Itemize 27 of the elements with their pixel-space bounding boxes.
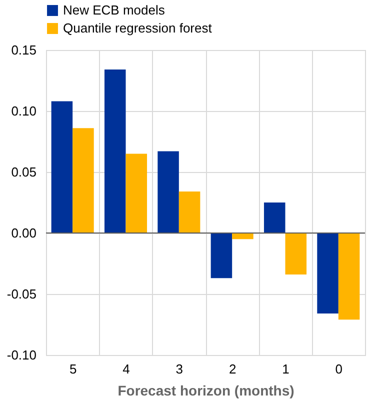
legend-label: Quantile regression forest: [63, 20, 212, 36]
bar: [264, 202, 286, 233]
x-tick-label: 0: [335, 362, 343, 376]
bar: [72, 128, 94, 233]
bar: [51, 101, 73, 233]
bar: [178, 192, 200, 233]
bar: [317, 233, 338, 314]
x-tick-label: 3: [176, 362, 184, 376]
y-tick-label: 0.00: [11, 226, 36, 240]
y-tick-label: -0.10: [6, 348, 36, 362]
y-tick-label: 0.05: [11, 164, 36, 180]
bar: [158, 151, 179, 233]
x-tick-label: 4: [122, 362, 130, 376]
y-tick-label: 0.10: [11, 104, 36, 118]
bar: [338, 233, 360, 320]
bar: [126, 154, 148, 233]
y-tick-label: -0.05: [6, 286, 36, 302]
x-tick-label: 5: [69, 362, 77, 376]
bar: [104, 70, 126, 233]
x-axis-title: Forecast horizon (months): [118, 382, 294, 398]
legend-label: New ECB models: [63, 2, 166, 18]
bar: [210, 233, 232, 278]
bar: [232, 233, 254, 240]
x-tick-label: 2: [228, 362, 236, 376]
x-tick-label: 1: [282, 362, 290, 376]
y-tick-label: 0.15: [11, 42, 36, 58]
bar: [285, 233, 307, 274]
